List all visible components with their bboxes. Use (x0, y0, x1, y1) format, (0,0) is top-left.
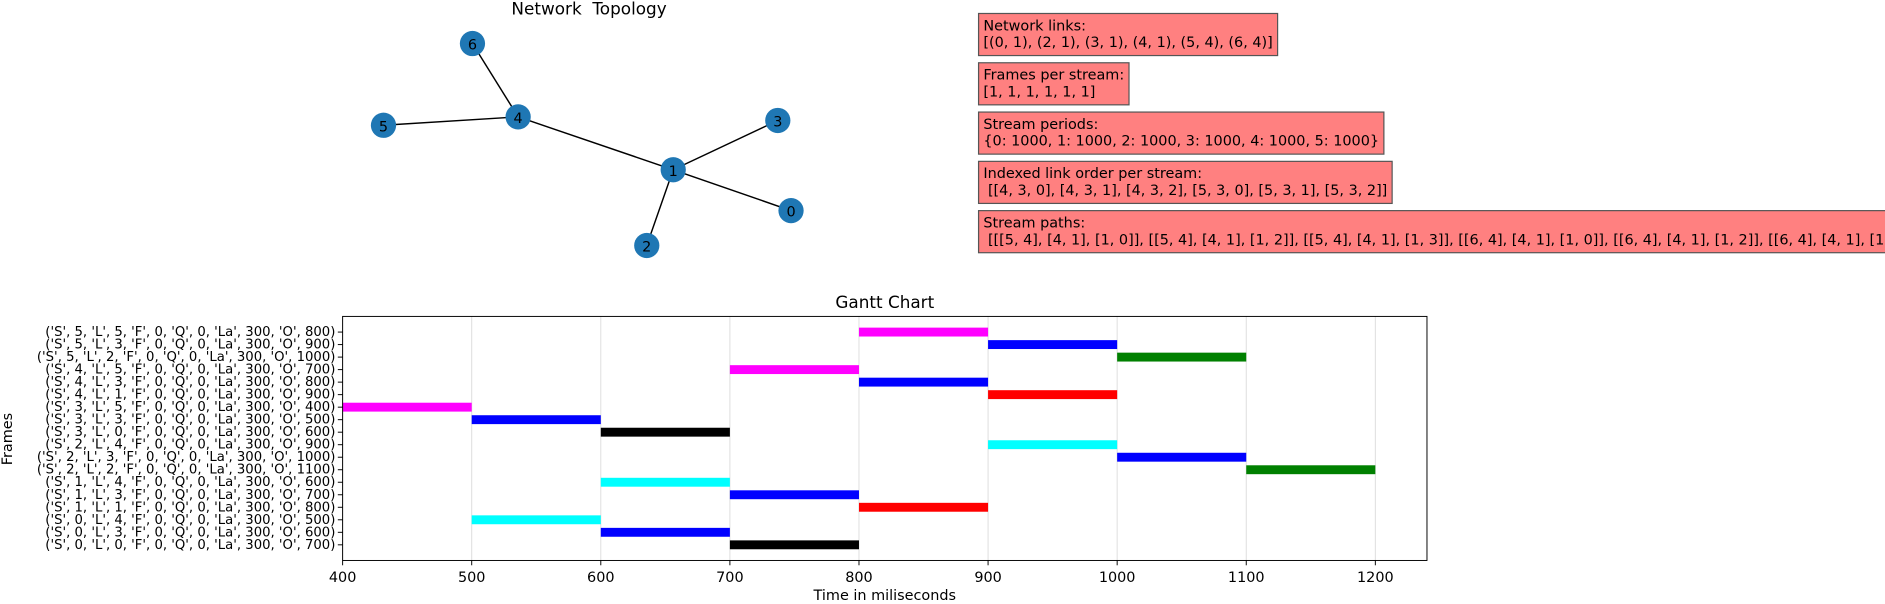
node (505, 104, 531, 130)
gantt-bar (729, 365, 859, 375)
y-tick-label: ('S', 1, 'L', 4, 'F', 0, 'Q', 0, 'La', 3… (45, 475, 335, 490)
y-tick-label: ('S', 2, 'L', 2, 'F', 0, 'Q', 0, 'La', 3… (37, 463, 336, 478)
annotation-text: {0: 1000, 1: 1000, 2: 1000, 3: 1000, 4: … (983, 134, 1379, 150)
y-tick-label: ('S', 2, 'L', 3, 'F', 0, 'Q', 0, 'La', 3… (37, 450, 336, 465)
gantt-bar (729, 490, 859, 500)
node (459, 30, 486, 57)
x-tick-label: 600 (587, 570, 615, 586)
gantt-bar (600, 477, 730, 487)
gantt-bar (1117, 352, 1247, 362)
y-axis-label: Frames (0, 413, 16, 465)
y-tick-label: ('S', 0, 'L', 3, 'F', 0, 'Q', 0, 'La', 3… (45, 525, 335, 540)
x-tick-label: 1000 (1099, 570, 1136, 586)
node-label: 2 (642, 240, 651, 256)
plot-frame (342, 315, 1428, 561)
chart-title: Gantt Chart (835, 292, 934, 312)
gantt-bar (988, 390, 1118, 400)
x-tick-label: 700 (716, 570, 744, 586)
annotation-title: Frames per stream: (983, 68, 1124, 84)
annotation-background (977, 210, 1885, 254)
node-label: 6 (468, 38, 477, 54)
annotation-text: [[4, 3, 0], [4, 3, 1], [4, 3, 2], [5, 3,… (983, 183, 1387, 199)
gantt-bar (1117, 452, 1247, 462)
node (660, 157, 686, 183)
gantt-bar (858, 327, 989, 337)
node-label: 1 (669, 164, 678, 180)
y-tick-label: ('S', 0, 'L', 0, 'F', 0, 'Q', 0, 'La', 3… (45, 538, 335, 553)
annotation-title: Network links: (983, 18, 1086, 34)
annotation-text: [(0, 1), (2, 1), (3, 1), (4, 1), (5, 4),… (983, 35, 1272, 51)
annotation-box: Indexed link order per stream: [[4, 3, 0… (977, 160, 1393, 205)
y-tick-label: ('S', 3, 'L', 3, 'F', 0, 'Q', 0, 'La', 3… (45, 413, 335, 428)
annotation-box: Stream periods:{0: 1000, 1: 1000, 2: 100… (977, 111, 1385, 155)
x-tick-label: 900 (974, 570, 1001, 586)
y-tick-label: ('S', 4, 'L', 1, 'F', 0, 'Q', 0, 'La', 3… (45, 388, 335, 403)
gantt-bar (858, 377, 989, 387)
edge (672, 169, 792, 212)
node (765, 107, 791, 134)
gantt-bar (1246, 465, 1376, 475)
node-label: 3 (773, 114, 782, 130)
annotation-background (977, 160, 1393, 205)
annotation-background (977, 111, 1385, 155)
y-tick-label: ('S', 3, 'L', 0, 'F', 0, 'Q', 0, 'La', 3… (45, 425, 335, 440)
annotation-box: Network links:[(0, 1), (2, 1), (3, 1), (… (977, 12, 1279, 57)
y-tick-label: ('S', 5, 'L', 5, 'F', 0, 'Q', 0, 'La', 3… (45, 325, 335, 340)
gantt-bar (729, 540, 859, 550)
x-tick-label: 400 (329, 570, 357, 586)
node (370, 112, 397, 138)
x-tick-label: 1200 (1357, 570, 1394, 586)
annotation-title: Indexed link order per stream: (983, 166, 1202, 182)
gantt-bar (471, 515, 601, 525)
node-label: 0 (786, 205, 795, 221)
node-label: 5 (379, 119, 388, 135)
annotation-text: [1, 1, 1, 1, 1, 1] (983, 84, 1095, 100)
annotation-background (977, 62, 1130, 106)
gantt-bar (600, 427, 730, 437)
gantt-bar (858, 502, 989, 512)
annotation-box: Stream paths: [[[5, 4], [4, 1], [1, 0]],… (977, 210, 1885, 254)
edge (471, 43, 519, 118)
edge (383, 116, 519, 127)
node (778, 198, 804, 224)
topology-graph: 0 1 2 3 4 5 6 (370, 30, 804, 259)
x-tick-label: 1100 (1228, 570, 1265, 586)
edge (517, 116, 674, 171)
y-tick-label: ('S', 5, 'L', 2, 'F', 0, 'Q', 0, 'La', 3… (37, 350, 336, 365)
annotation-background (977, 12, 1279, 57)
y-tick-label: ('S', 4, 'L', 3, 'F', 0, 'Q', 0, 'La', 3… (45, 375, 335, 390)
x-axis-label: Time in miliseconds (813, 588, 956, 604)
gantt-bar (988, 340, 1118, 350)
annotation-box: Frames per stream:[1, 1, 1, 1, 1, 1] (977, 62, 1130, 106)
gantt-bar (471, 415, 601, 425)
gantt-bar (988, 440, 1118, 450)
gantt-bar (342, 402, 472, 412)
annotation-text: [[[5, 4], [4, 1], [1, 0]], [[5, 4], [4, … (983, 232, 1885, 248)
y-tick-label: ('S', 3, 'L', 5, 'F', 0, 'Q', 0, 'La', 3… (45, 400, 335, 415)
node-label: 4 (514, 111, 523, 127)
edge (646, 169, 674, 246)
x-tick-label: 800 (845, 570, 872, 586)
y-tick-label: ('S', 5, 'L', 3, 'F', 0, 'Q', 0, 'La', 3… (45, 338, 335, 353)
topology-title: Network Topology (511, 0, 666, 19)
y-tick-label: ('S', 4, 'L', 5, 'F', 0, 'Q', 0, 'La', 3… (45, 363, 335, 378)
x-tick-label: 500 (458, 570, 486, 586)
annotation-title: Stream paths: (983, 215, 1085, 231)
y-tick-label: ('S', 2, 'L', 4, 'F', 0, 'Q', 0, 'La', 3… (45, 438, 335, 453)
node (634, 232, 660, 259)
y-tick-label: ('S', 0, 'L', 4, 'F', 0, 'Q', 0, 'La', 3… (45, 513, 335, 528)
annotation-title: Stream periods: (983, 117, 1098, 133)
y-tick-label: ('S', 1, 'L', 3, 'F', 0, 'Q', 0, 'La', 3… (45, 488, 335, 503)
edge (672, 119, 779, 171)
gantt-bar (600, 527, 730, 537)
y-tick-label: ('S', 1, 'L', 1, 'F', 0, 'Q', 0, 'La', 3… (45, 500, 335, 515)
